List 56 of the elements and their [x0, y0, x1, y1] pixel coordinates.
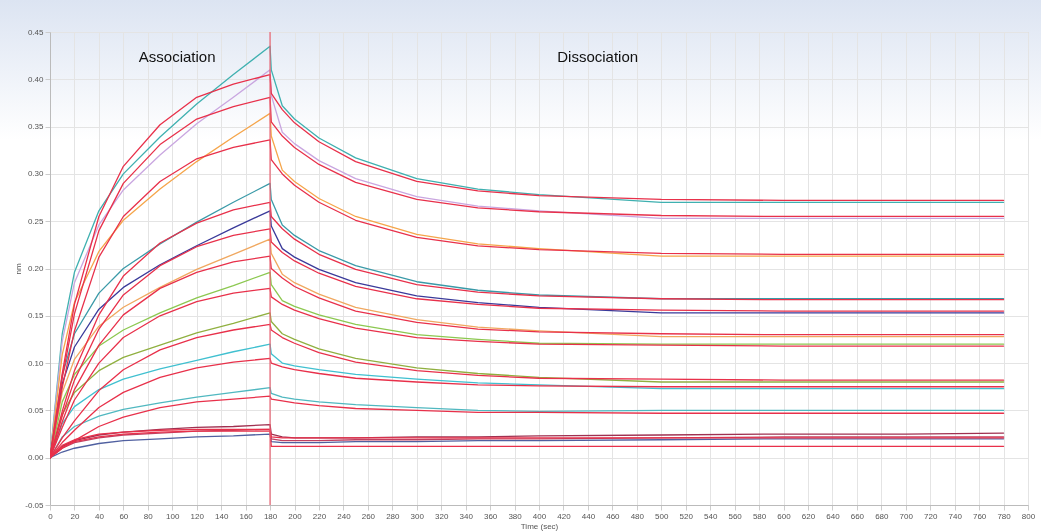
- x-tick-label: 20: [70, 511, 80, 521]
- y-tick-label: 0.45: [27, 27, 45, 37]
- x-tick-label: 380: [508, 511, 523, 521]
- x-tick-label: 100: [166, 511, 180, 521]
- x-tick-label: 400: [532, 511, 547, 521]
- x-tick-label: 700: [899, 511, 914, 521]
- y-tick-label: 0.40: [27, 74, 45, 84]
- x-tick-label: 660: [850, 511, 865, 521]
- y-tick-label: 0.30: [27, 169, 45, 179]
- x-tick-label: 640: [826, 511, 841, 521]
- x-tick-label: 580: [752, 511, 767, 521]
- x-tick-label: 500: [655, 511, 669, 521]
- x-tick-label: 360: [483, 511, 498, 521]
- x-tick-label: 480: [630, 511, 645, 521]
- x-tick-label: 800: [1021, 511, 1036, 521]
- y-tick-label: 0.00: [27, 453, 45, 463]
- x-tick-label: 0: [48, 511, 54, 521]
- y-tick-label: -0.05: [25, 500, 45, 510]
- x-tick-label: 340: [459, 511, 474, 521]
- y-tick-label: 0.20: [27, 264, 45, 273]
- x-tick-label: 540: [703, 511, 718, 521]
- x-tick-label: 220: [312, 511, 327, 521]
- x-tick-label: 300: [410, 511, 425, 521]
- x-tick-label: 760: [972, 511, 987, 521]
- x-tick-label: 680: [875, 511, 890, 521]
- x-tick-label: 320: [435, 511, 449, 521]
- x-tick-label: 40: [94, 511, 105, 521]
- y-tick-label: 0.10: [27, 358, 45, 368]
- x-tick-label: 780: [997, 511, 1012, 521]
- y-tick-label: 0.15: [27, 311, 45, 321]
- y-axis-title: nm: [14, 263, 24, 275]
- y-tick-label: 0.25: [27, 216, 45, 226]
- x-tick-label: 260: [361, 511, 376, 521]
- x-tick-label: 740: [948, 511, 963, 521]
- x-tick-label: 620: [801, 511, 816, 521]
- annotation: Dissociation: [557, 48, 639, 65]
- x-tick-label: 600: [777, 511, 792, 521]
- x-tick-label: 160: [239, 511, 254, 521]
- x-axis-title: Time (sec): [520, 521, 559, 531]
- x-tick-label: 120: [190, 511, 205, 521]
- annotation: Association: [138, 48, 216, 65]
- y-tick-label: 0.35: [27, 122, 45, 132]
- x-tick-label: 440: [581, 511, 596, 521]
- x-tick-label: 200: [288, 511, 303, 521]
- x-tick-label: 720: [924, 511, 938, 521]
- x-tick-label: 420: [557, 511, 572, 521]
- x-tick-label: 180: [263, 511, 278, 521]
- x-tick-label: 460: [606, 511, 621, 521]
- x-tick-label: 560: [728, 511, 743, 521]
- x-tick-label: 280: [386, 511, 401, 521]
- x-tick-label: 60: [119, 511, 129, 521]
- y-tick-label: 0.05: [27, 405, 45, 415]
- x-tick-label: 240: [337, 511, 352, 521]
- x-tick-label: 520: [679, 511, 694, 521]
- x-tick-label: 80: [143, 511, 154, 521]
- x-tick-label: 140: [214, 511, 229, 521]
